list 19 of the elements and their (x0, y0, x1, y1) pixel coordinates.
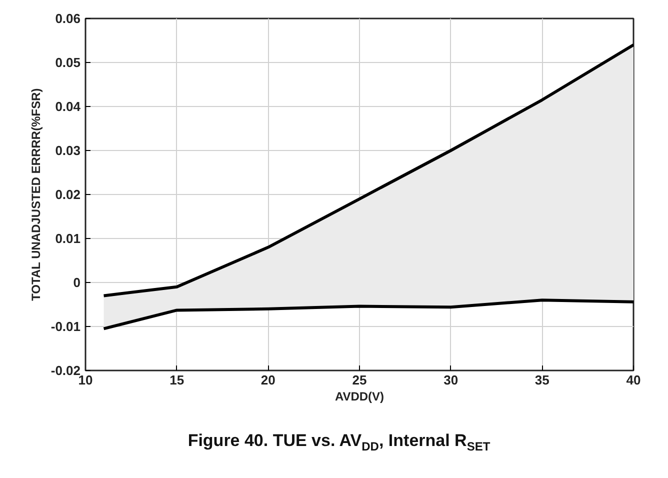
y-tick-label: 0.01 (55, 231, 81, 246)
x-tick-label: 25 (352, 372, 367, 388)
y-tick-label: -0.01 (50, 319, 81, 334)
line-series (102, 298, 634, 330)
y-tick-label: 0.04 (55, 99, 82, 114)
y-tick-label: 0.02 (55, 187, 81, 202)
y-tick-label: 0.05 (55, 55, 81, 70)
x-tick-label: 35 (534, 372, 550, 388)
x-tick-label: 15 (170, 372, 184, 388)
x-tick-label: 40 (626, 372, 641, 388)
y-tick-label: 0.06 (55, 11, 81, 26)
y-tick-label: 0.03 (55, 143, 81, 158)
x-tick-label: 30 (444, 372, 458, 388)
x-axis-title: AVDD(V) (334, 390, 384, 404)
text: Figure 40. TUE vs. AV$_{DD}$, Internal R$_{SET}$ (186, 430, 492, 456)
y-tick-label: 0 (73, 275, 81, 290)
y-axis-title: TOTAL UNADJUSTED ERRRR(%FSR) (28, 88, 43, 301)
x-tick-label: 10 (78, 372, 93, 388)
x-tick-label: 20 (260, 372, 276, 388)
